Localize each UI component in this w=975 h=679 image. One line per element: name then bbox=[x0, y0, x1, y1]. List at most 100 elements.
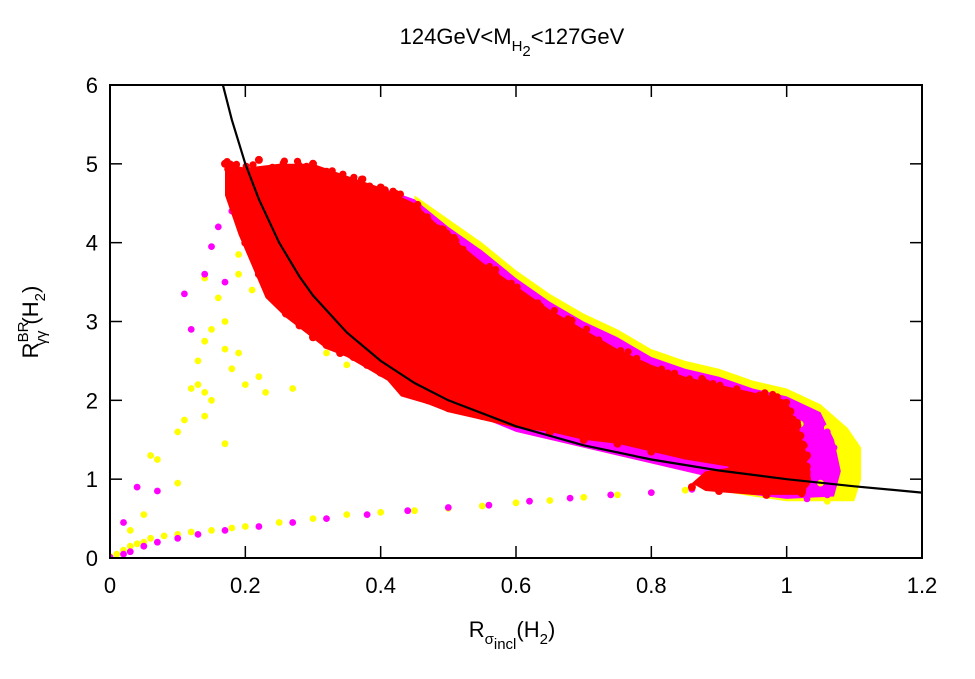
magenta-points-14 bbox=[485, 501, 493, 509]
yellow-points-14 bbox=[309, 515, 317, 522]
yellow-points-48 bbox=[221, 345, 229, 353]
x-tick-label-6: 1.2 bbox=[907, 573, 938, 598]
yellow-points-38 bbox=[187, 385, 195, 392]
red-point-57 bbox=[295, 321, 304, 330]
yellow-points-54 bbox=[255, 373, 263, 381]
red-point-14 bbox=[403, 211, 412, 220]
red-point-62 bbox=[227, 191, 236, 200]
magenta-points-23 bbox=[120, 519, 127, 526]
red-texture-point-67 bbox=[459, 245, 467, 253]
magenta-points-24 bbox=[133, 483, 141, 491]
yellow-points-60 bbox=[323, 349, 330, 357]
red-texture-point-135 bbox=[761, 389, 769, 397]
red-texture-point-104 bbox=[789, 415, 798, 424]
yellow-points-47 bbox=[221, 318, 229, 325]
yellow-points-73 bbox=[850, 475, 858, 483]
yellow-points-40 bbox=[194, 357, 202, 365]
red-texture-point-88 bbox=[388, 191, 396, 199]
red-point-48 bbox=[424, 396, 432, 405]
ylabel-sub: γγ bbox=[33, 330, 50, 346]
red-texture-point-92 bbox=[567, 319, 576, 328]
magenta-points-9 bbox=[289, 519, 297, 526]
red-texture-point-114 bbox=[803, 463, 811, 471]
red-texture-point-89 bbox=[548, 310, 556, 318]
yellow-points-32 bbox=[140, 511, 148, 518]
yellow-points-51 bbox=[235, 349, 243, 357]
title-subsub: 2 bbox=[522, 43, 530, 60]
ylabel-main: R bbox=[18, 342, 43, 358]
magenta-points-2 bbox=[126, 548, 134, 556]
yellow-points-13 bbox=[275, 519, 283, 526]
red-texture-point-111 bbox=[513, 283, 521, 291]
red-point-38 bbox=[715, 475, 723, 484]
yellow-points-56 bbox=[289, 385, 297, 392]
x-tick-label-1: 0.2 bbox=[230, 573, 261, 598]
red-texture-point-17 bbox=[502, 279, 510, 287]
red-texture-point-123 bbox=[405, 202, 413, 210]
yellow-points-49 bbox=[221, 440, 229, 448]
magenta-points-31 bbox=[221, 278, 229, 286]
red-point-53 bbox=[349, 353, 358, 361]
title-prefix: 124GeV<M bbox=[400, 24, 512, 49]
red-texture-point-127 bbox=[709, 380, 717, 388]
xlabel-close: ) bbox=[548, 617, 555, 642]
yellow-points-12 bbox=[241, 523, 249, 530]
magenta-points-7 bbox=[221, 527, 229, 534]
red-texture-point-90 bbox=[678, 376, 686, 384]
ylabel-close: ) bbox=[18, 286, 43, 293]
red-point-37 bbox=[687, 483, 696, 492]
x-tick-label-0: 0 bbox=[104, 573, 116, 598]
yellow-points-42 bbox=[201, 389, 209, 396]
red-point-25 bbox=[647, 368, 656, 377]
red-texture-point-128 bbox=[359, 182, 367, 190]
yellow-points-35 bbox=[174, 479, 182, 487]
red-texture-point-34 bbox=[273, 166, 281, 174]
y-tick-label-2: 2 bbox=[86, 388, 98, 413]
magenta-points-11 bbox=[363, 511, 371, 518]
red-texture-point-40 bbox=[643, 362, 651, 370]
red-point-39 bbox=[728, 463, 737, 472]
magenta-points-47 bbox=[803, 495, 811, 503]
red-point-36 bbox=[715, 487, 723, 495]
red-texture-point-31 bbox=[782, 398, 791, 406]
red-texture-point-96 bbox=[763, 398, 771, 406]
yellow-points-17 bbox=[411, 507, 418, 515]
red-point-30 bbox=[782, 416, 791, 424]
yellow-points-70 bbox=[837, 432, 845, 440]
magenta-points-44 bbox=[830, 463, 838, 471]
magenta-points-8 bbox=[255, 523, 263, 530]
magenta-points-25 bbox=[154, 487, 161, 495]
magenta-points-30 bbox=[214, 223, 222, 231]
red-texture-point-116 bbox=[452, 237, 460, 245]
x-tick-label-2: 0.4 bbox=[365, 573, 396, 598]
x-tick-label-4: 0.8 bbox=[636, 573, 667, 598]
magenta-points-29 bbox=[208, 243, 215, 251]
yellow-points-74 bbox=[844, 493, 851, 500]
title-suffix: <127GeV bbox=[531, 24, 625, 49]
y-tick-label-5: 5 bbox=[86, 152, 98, 177]
xlabel-subsub: incl bbox=[494, 636, 517, 653]
red-texture-point-119 bbox=[382, 192, 390, 200]
red-point-49 bbox=[403, 388, 412, 397]
magenta-points-43 bbox=[830, 444, 838, 451]
yellow-points-46 bbox=[214, 294, 222, 302]
red-point-59 bbox=[268, 293, 277, 302]
red-texture-point-59 bbox=[396, 190, 404, 198]
red-point-22 bbox=[566, 329, 575, 338]
red-texture-point-115 bbox=[798, 487, 806, 495]
red-point-40 bbox=[681, 451, 690, 460]
yellow-points-4 bbox=[133, 540, 141, 548]
yellow-points-23 bbox=[614, 491, 621, 499]
yellow-points-25 bbox=[681, 486, 689, 494]
yellow-points-45 bbox=[208, 326, 215, 333]
red-point-17 bbox=[444, 250, 453, 259]
yellow-points-16 bbox=[377, 508, 385, 516]
magenta-points-12 bbox=[404, 507, 412, 515]
red-texture-point-62 bbox=[733, 385, 741, 393]
red-texture-point-126 bbox=[224, 165, 232, 173]
red-texture-point-132 bbox=[797, 431, 805, 440]
yellow-points-61 bbox=[343, 361, 351, 369]
yellow-points-10 bbox=[208, 527, 215, 534]
red-point-35 bbox=[762, 490, 771, 499]
red-point-55 bbox=[322, 341, 331, 350]
